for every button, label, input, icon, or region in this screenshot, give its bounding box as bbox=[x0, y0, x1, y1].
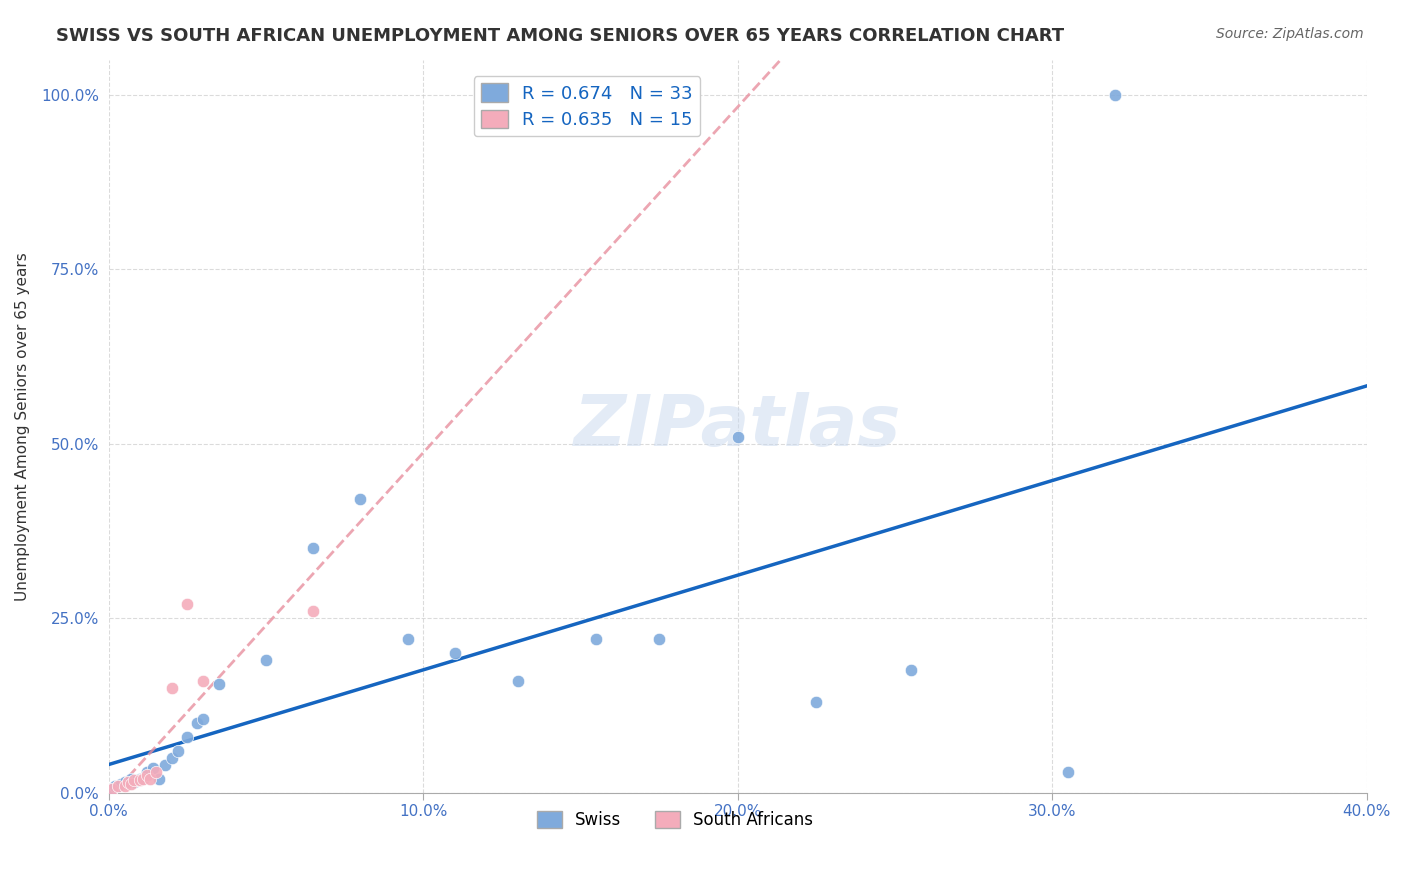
Point bbox=[167, 744, 190, 758]
Point bbox=[132, 772, 155, 786]
Point bbox=[806, 695, 828, 709]
Point bbox=[107, 779, 129, 793]
Point bbox=[193, 712, 215, 726]
Point bbox=[648, 632, 671, 646]
Point bbox=[900, 664, 922, 678]
Point bbox=[176, 597, 198, 611]
Point bbox=[122, 775, 145, 789]
Point bbox=[302, 604, 325, 618]
Point bbox=[585, 632, 607, 646]
Point bbox=[101, 782, 124, 797]
Point bbox=[114, 779, 136, 793]
Point bbox=[160, 750, 183, 764]
Point bbox=[176, 730, 198, 744]
Point bbox=[1104, 87, 1126, 102]
Point bbox=[117, 775, 139, 789]
Point bbox=[160, 681, 183, 695]
Point bbox=[727, 429, 749, 443]
Text: SWISS VS SOUTH AFRICAN UNEMPLOYMENT AMONG SENIORS OVER 65 YEARS CORRELATION CHAR: SWISS VS SOUTH AFRICAN UNEMPLOYMENT AMON… bbox=[56, 27, 1064, 45]
Point bbox=[110, 777, 132, 791]
Point bbox=[349, 492, 371, 507]
Text: Source: ZipAtlas.com: Source: ZipAtlas.com bbox=[1216, 27, 1364, 41]
Point bbox=[396, 632, 419, 646]
Point bbox=[302, 541, 325, 556]
Point bbox=[117, 775, 139, 789]
Point bbox=[193, 673, 215, 688]
Point bbox=[138, 772, 160, 786]
Point bbox=[135, 768, 157, 782]
Point bbox=[120, 772, 142, 786]
Text: ZIPatlas: ZIPatlas bbox=[574, 392, 901, 460]
Point bbox=[155, 757, 177, 772]
Point bbox=[114, 775, 136, 789]
Point bbox=[208, 677, 231, 691]
Point bbox=[135, 764, 157, 779]
Y-axis label: Unemployment Among Seniors over 65 years: Unemployment Among Seniors over 65 years bbox=[15, 252, 30, 600]
Point bbox=[104, 779, 127, 793]
Point bbox=[107, 779, 129, 793]
Point bbox=[506, 673, 529, 688]
Point bbox=[120, 777, 142, 791]
Point bbox=[129, 772, 152, 786]
Legend: Swiss, South Africans: Swiss, South Africans bbox=[530, 804, 820, 836]
Point bbox=[254, 653, 277, 667]
Point bbox=[1057, 764, 1080, 779]
Point bbox=[148, 772, 170, 786]
Point bbox=[122, 773, 145, 788]
Point bbox=[101, 782, 124, 797]
Point bbox=[129, 773, 152, 788]
Point bbox=[145, 764, 167, 779]
Point bbox=[142, 761, 165, 775]
Point bbox=[186, 715, 208, 730]
Point bbox=[127, 773, 149, 788]
Point bbox=[443, 646, 465, 660]
